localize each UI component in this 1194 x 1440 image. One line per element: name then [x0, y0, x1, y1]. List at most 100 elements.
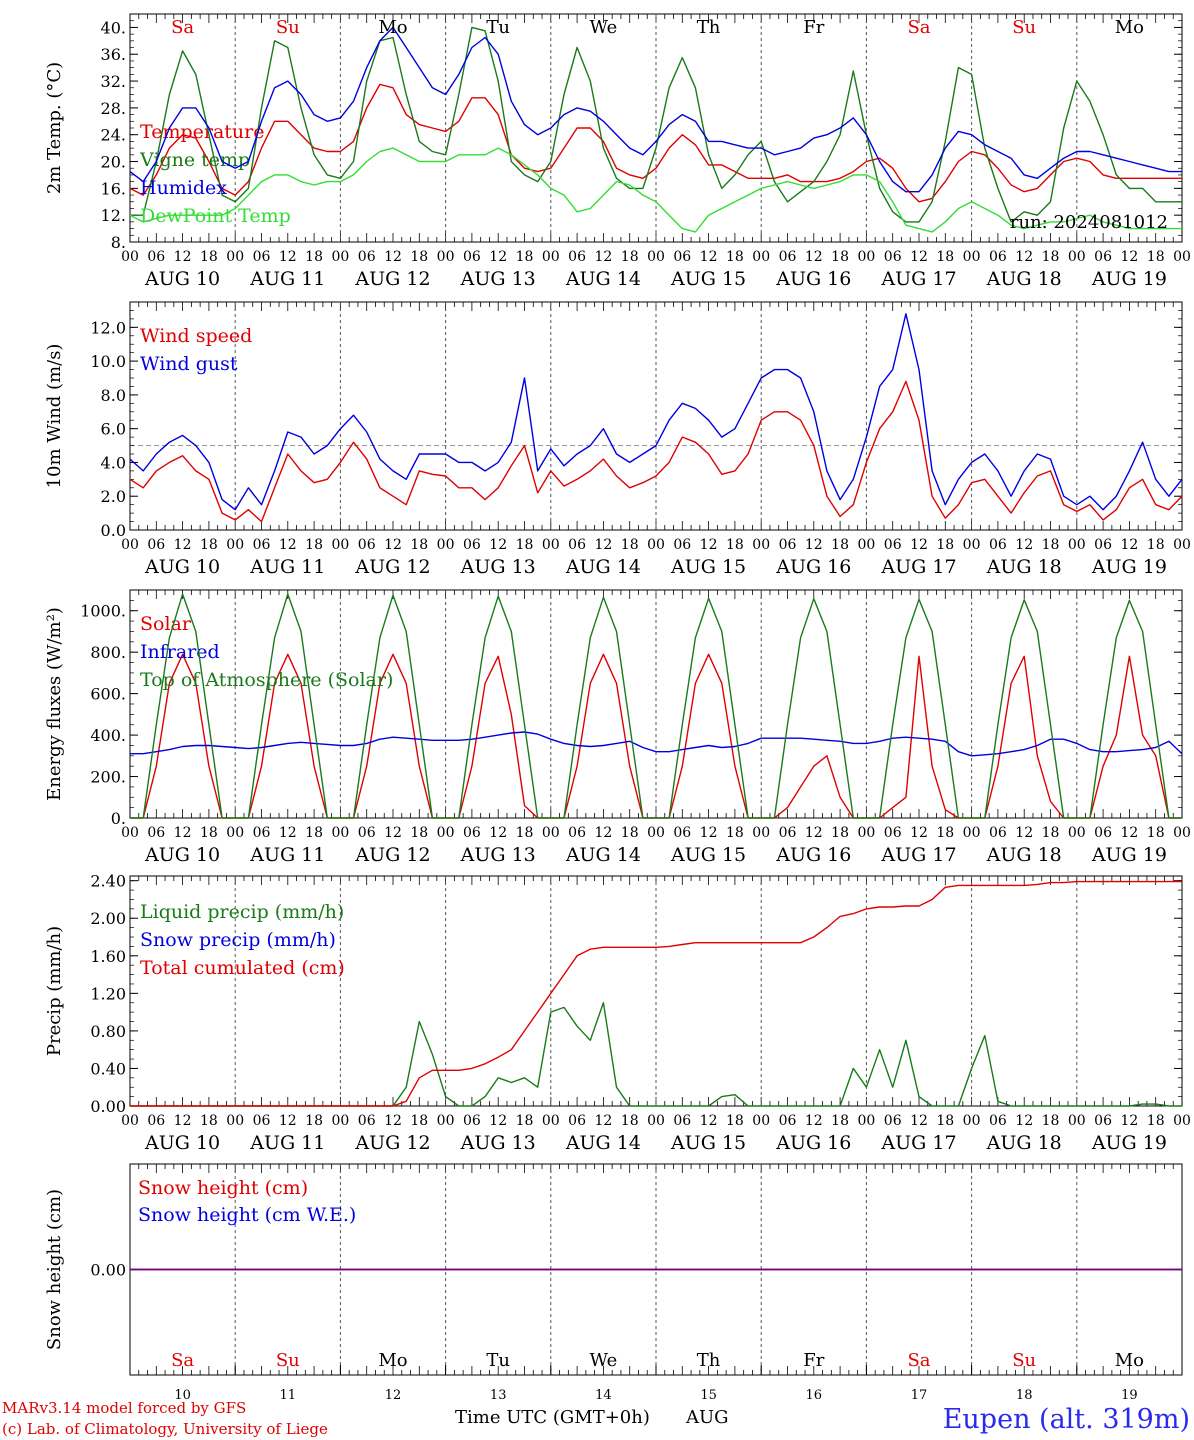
hour-tick-label: 12 — [384, 825, 402, 841]
legend-entry: Snow height (cm) — [138, 1177, 308, 1199]
date-label: AUG 14 — [565, 1132, 641, 1154]
weekday-label: Th — [697, 17, 721, 38]
hour-tick-label: 00 — [331, 1113, 349, 1129]
hour-tick-label: 06 — [568, 249, 586, 265]
date-label: AUG 15 — [670, 844, 746, 866]
hour-tick-label: 12 — [279, 825, 297, 841]
day-number-label: 12 — [385, 1388, 402, 1403]
hour-tick-label: 12 — [1120, 825, 1138, 841]
hour-tick-label: 18 — [516, 249, 534, 265]
hour-tick-label: 00 — [542, 825, 560, 841]
hour-tick-label: 18 — [726, 825, 744, 841]
hour-tick-label: 12 — [174, 1113, 192, 1129]
hour-tick-label: 06 — [147, 825, 165, 841]
y-axis-label: Precip (mm/h) — [44, 926, 65, 1056]
hour-tick-label: 06 — [989, 825, 1007, 841]
hour-tick-label: 12 — [1015, 825, 1033, 841]
hour-tick-label: 06 — [358, 1113, 376, 1129]
hour-tick-label: 12 — [805, 537, 823, 553]
hour-tick-label: 18 — [726, 249, 744, 265]
hour-tick-label: 00 — [226, 249, 244, 265]
hour-tick-label: 06 — [358, 249, 376, 265]
y-tick-label: 40. — [101, 18, 126, 37]
y-tick-label: 400. — [90, 726, 126, 745]
hour-tick-label: 12 — [489, 825, 507, 841]
hour-tick-label: 00 — [331, 537, 349, 553]
hour-tick-label: 12 — [700, 249, 718, 265]
hour-tick-label: 00 — [647, 537, 665, 553]
date-label: AUG 13 — [460, 556, 536, 578]
hour-tick-label: 18 — [1042, 537, 1060, 553]
weekday-label: Su — [1012, 17, 1036, 38]
date-label: AUG 16 — [775, 268, 851, 290]
hour-tick-label: 12 — [700, 825, 718, 841]
y-tick-label: 800. — [90, 643, 126, 662]
weekday-label: Mo — [378, 17, 407, 38]
hour-tick-label: 00 — [226, 825, 244, 841]
hour-tick-label: 06 — [884, 1113, 902, 1129]
hour-tick-label: 06 — [253, 825, 271, 841]
hour-tick-label: 06 — [568, 537, 586, 553]
y-tick-label: 24. — [101, 126, 126, 145]
weekday-label: Mo — [378, 1350, 407, 1371]
hour-tick-label: 00 — [857, 537, 875, 553]
hour-tick-label: 12 — [1015, 249, 1033, 265]
hour-tick-label: 12 — [1120, 537, 1138, 553]
day-number-label: 14 — [595, 1388, 612, 1403]
y-axis-label: Snow height (cm) — [44, 1189, 65, 1350]
hour-tick-label: 12 — [805, 1113, 823, 1129]
series-line-1 — [130, 26, 1182, 223]
hour-tick-label: 12 — [279, 537, 297, 553]
footer: MARv3.14 model forced by GFS (c) Lab. of… — [2, 1399, 1190, 1438]
chart-panel-5: 0.00 Snow height (cm) Snow height (cm) Snow… — [44, 1163, 1183, 1403]
hour-tick-label: 00 — [963, 537, 981, 553]
hour-tick-label: 18 — [621, 825, 639, 841]
hour-tick-label: 00 — [752, 1113, 770, 1129]
date-label: AUG 12 — [354, 556, 430, 578]
hour-tick-label: 18 — [1147, 825, 1165, 841]
date-label: AUG 18 — [986, 268, 1062, 290]
hour-tick-label: 18 — [936, 825, 954, 841]
weekday-label: Fr — [803, 17, 824, 38]
y-axis-label: Energy fluxes (W/m²) — [44, 607, 65, 801]
hour-tick-label: 12 — [279, 1113, 297, 1129]
hour-tick-label: 00 — [1068, 249, 1086, 265]
hour-tick-label: 18 — [621, 249, 639, 265]
legend-entry: Total cumulated (cm) — [140, 957, 345, 979]
series-line-1 — [130, 731, 1183, 757]
hour-tick-label: 18 — [831, 1113, 849, 1129]
hour-tick-label: 00 — [1173, 1113, 1191, 1129]
hour-tick-label: 00 — [1068, 1113, 1086, 1129]
hour-tick-label: 18 — [1042, 1113, 1060, 1129]
hour-tick-label: 12 — [279, 249, 297, 265]
hour-tick-label: 06 — [253, 249, 271, 265]
y-tick-label: 12. — [101, 206, 126, 225]
day-number-label: 11 — [280, 1388, 297, 1403]
date-label: AUG 17 — [880, 844, 956, 866]
date-label: AUG 13 — [460, 1132, 536, 1154]
hour-tick-label: 06 — [1094, 1113, 1112, 1129]
legend-entry: Vigne temp — [139, 149, 250, 171]
date-label: AUG 11 — [249, 844, 325, 866]
hour-tick-label: 00 — [437, 1113, 455, 1129]
hour-tick-label: 18 — [305, 1113, 323, 1129]
series-line-0 — [129, 83, 1182, 203]
weekday-label: Tu — [486, 17, 510, 38]
date-label: AUG 12 — [354, 268, 430, 290]
hour-tick-label: 18 — [831, 537, 849, 553]
hour-tick-label: 12 — [1120, 1113, 1138, 1129]
day-number-label: 19 — [1121, 1388, 1138, 1403]
date-label: AUG 14 — [565, 268, 641, 290]
hour-tick-label: 18 — [621, 1113, 639, 1129]
y-tick-label: 8. — [111, 233, 126, 252]
hour-tick-label: 12 — [489, 537, 507, 553]
legend-entry: Solar — [140, 613, 192, 635]
legend-entry: Snow height (cm W.E.) — [138, 1204, 356, 1226]
date-label: AUG 10 — [144, 268, 220, 290]
station-label: Eupen (alt. 319m) — [943, 1404, 1190, 1435]
series-line-2 — [129, 26, 1182, 193]
hour-tick-label: 06 — [673, 1113, 691, 1129]
y-tick-label: 0. — [111, 809, 126, 828]
hour-tick-label: 06 — [779, 249, 797, 265]
